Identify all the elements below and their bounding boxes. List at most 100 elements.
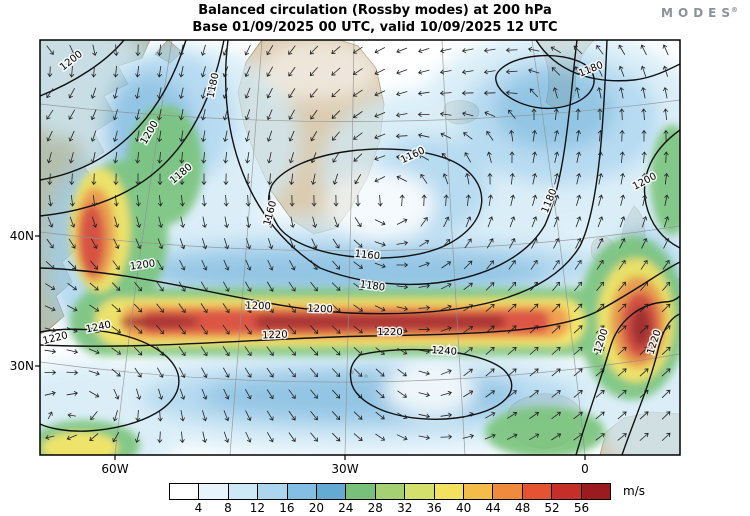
wind-arrow-icon [222,109,228,121]
wind-arrow-icon [352,111,363,119]
wind-arrow-icon [310,173,316,186]
contour-label: 1200 [129,258,156,272]
wind-arrow-icon [113,238,120,250]
wind-arrow-icon [158,388,164,400]
wind-arrow-icon [417,90,430,96]
wind-arrow-icon [420,173,428,184]
wind-arrow-icon [661,325,671,334]
wind-arrow-icon [620,194,626,206]
wind-arrow-icon [642,194,648,206]
wind-arrow-icon [266,324,274,335]
wind-arrow-icon [158,216,164,228]
wind-arrow-icon [179,130,185,143]
wind-arrow-icon [662,44,669,56]
wind-arrow-icon [222,346,230,357]
wind-arrow-icon [576,194,582,206]
wind-arrow-icon [664,194,670,206]
wind-arrow-icon [288,346,296,356]
wind-arrow-icon [374,284,386,290]
wind-arrow-icon [69,194,75,207]
wind-arrow-icon [551,390,561,398]
wind-arrow-icon [639,368,649,377]
colorbar-tick-label: 56 [573,501,590,515]
colorbar-tick-label: 12 [249,501,266,515]
wind-arrow-icon [483,47,496,53]
wind-arrow-icon [112,109,118,121]
wind-arrow-icon [573,411,583,420]
wind-arrow-icon [67,282,77,291]
contour-label: 1200 [307,304,333,316]
wind-arrow-icon [331,346,341,356]
wind-arrow-icon [310,152,317,164]
colorbar-tick-label: 24 [338,501,354,515]
wind-arrow-icon [640,86,646,99]
wind-arrow-icon [353,368,363,377]
wind-arrow-icon [44,305,56,312]
wind-arrow-icon [223,173,229,186]
wind-arrow-icon [443,216,450,228]
wind-arrow-icon [439,48,452,54]
wind-arrow-icon [641,172,647,185]
wind-arrow-icon [179,431,185,444]
wind-arrow-icon [90,411,98,421]
wind-arrow-icon [661,389,671,399]
wind-arrow-icon [532,172,538,185]
wind-arrow-icon [505,90,518,96]
wind-arrow-icon [619,237,626,249]
wind-arrow-icon [662,86,668,99]
wind-arrow-icon [619,129,625,142]
wind-arrow-icon [396,306,409,312]
wind-arrow-icon [640,44,647,56]
wind-arrow-icon [288,109,295,120]
contour-label: 1200 [245,301,271,313]
x-axis-tick-label: 30W [331,462,358,476]
wind-arrow-icon [550,46,561,54]
wind-arrow-icon [661,346,671,355]
wind-arrow-icon [245,259,252,271]
wind-arrow-icon [618,44,626,55]
wind-arrow-icon [66,349,79,355]
wind-arrow-icon [222,66,229,78]
wind-arrow-icon [485,282,495,291]
wind-arrow-icon [288,130,295,142]
chart-title: Balanced circulation (Rossby modes) at 2… [198,3,552,18]
wind-arrow-icon [531,238,538,249]
wind-arrow-icon [485,303,495,312]
wind-arrow-icon [66,391,78,397]
wind-arrow-icon [396,175,408,182]
wind-arrow-icon [202,431,208,444]
wind-arrow-icon [44,348,57,354]
wind-arrow-icon [135,238,142,250]
wind-arrow-icon [244,324,252,335]
wind-arrow-icon [288,281,296,292]
wind-arrow-icon [91,173,97,186]
wind-arrow-icon [224,216,229,229]
wind-arrow-icon [90,109,97,121]
wind-arrow-icon [551,346,561,355]
wind-arrow-icon [574,66,582,77]
wind-arrow-icon [509,151,515,164]
wind-arrow-icon [375,368,385,377]
wind-arrow-icon [112,130,118,142]
wind-arrow-icon [395,133,408,139]
wind-arrow-icon [289,173,295,186]
wind-arrow-icon [575,216,582,228]
wind-arrow-icon [595,346,605,355]
wind-arrow-icon [91,194,97,207]
wind-arrow-icon [553,194,560,206]
wind-arrow-icon [661,368,671,377]
wind-arrow-icon [462,111,474,117]
wind-arrow-icon [201,388,208,400]
wind-arrow-icon [487,216,494,228]
wind-arrow-icon [528,68,540,74]
wind-arrow-icon [157,44,163,57]
wind-arrow-icon [596,45,604,55]
wind-arrow-icon [396,284,409,290]
wind-arrow-icon [486,238,494,249]
map-frame [39,39,681,456]
wind-arrow-icon [529,433,540,441]
wind-arrow-icon [596,65,603,77]
wind-arrow-icon [395,154,408,160]
colorbar-segment [404,484,434,499]
wind-arrow-icon [553,238,560,249]
